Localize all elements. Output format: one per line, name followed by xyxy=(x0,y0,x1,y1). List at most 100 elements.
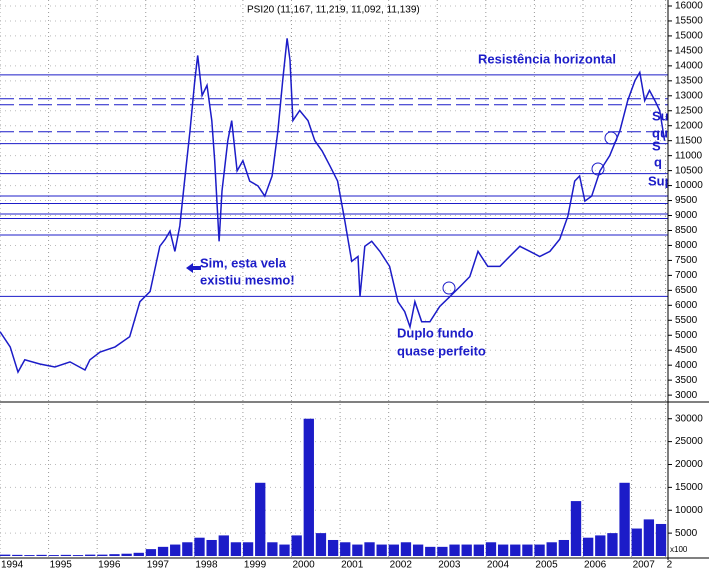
volume-bar xyxy=(218,535,229,556)
volume-bar xyxy=(242,542,254,556)
x-tick-label: 2004 xyxy=(487,560,510,570)
x-tick-label: 2006 xyxy=(584,560,607,570)
volume-bar xyxy=(170,544,181,556)
y-tick-label: 15000 xyxy=(675,31,703,42)
volume-bar xyxy=(36,554,47,556)
volume-bar xyxy=(340,542,351,556)
x-tick-label: 2001 xyxy=(341,560,364,570)
price-line xyxy=(0,38,666,375)
volume-bar xyxy=(655,523,667,556)
y-tick-label: 3000 xyxy=(675,390,698,401)
volume-bar xyxy=(121,553,132,556)
y-tick-label: 10000 xyxy=(675,180,703,191)
y-tick-label: 20000 xyxy=(675,459,703,470)
y-tick-label: 14000 xyxy=(675,60,703,71)
volume-bar xyxy=(437,546,448,556)
y-tick-label: 12500 xyxy=(675,105,703,116)
annotation: Resistência horizontal xyxy=(478,51,616,66)
volume-bar xyxy=(510,544,521,556)
plot-area: Resistência horizontal Sim, esta vela exis… xyxy=(0,0,673,558)
volume-bar xyxy=(194,537,205,556)
smiley xyxy=(442,281,456,295)
volume-bar xyxy=(546,542,557,556)
volume-bar xyxy=(449,544,460,556)
y-tick-label: 11500 xyxy=(675,135,703,146)
volume-bar xyxy=(315,533,327,556)
y-tick-label: 7500 xyxy=(675,255,698,266)
volume-bar xyxy=(327,539,339,556)
y-tick-label: 25000 xyxy=(675,436,703,447)
volume-bar xyxy=(485,542,497,556)
volume-bar xyxy=(497,544,509,556)
y-tick-label: 6000 xyxy=(675,300,698,311)
annotation: Duplo fundo xyxy=(397,325,474,340)
volume-bar xyxy=(534,544,545,556)
volume-bar xyxy=(364,542,375,556)
volume-bar xyxy=(97,554,108,556)
x-tick-label: 2003 xyxy=(438,560,461,570)
y-tick-label: 10500 xyxy=(675,165,703,176)
x-tick-label: 1994 xyxy=(1,560,24,570)
annotation: Su xyxy=(652,108,669,123)
volume-bar xyxy=(12,554,23,556)
y-tick-label: 30000 xyxy=(675,413,703,424)
volume-bar xyxy=(607,533,618,556)
volume-bar xyxy=(24,555,35,556)
volume-bar xyxy=(412,544,424,556)
x-tick-label: 2005 xyxy=(535,560,558,570)
annotation: S xyxy=(652,138,661,153)
volume-bar xyxy=(461,544,472,556)
volume-bar xyxy=(109,554,120,556)
volume-bar xyxy=(157,546,169,556)
volume-bar xyxy=(145,549,157,556)
x-tick-label: 2000 xyxy=(292,560,315,570)
volume-bar xyxy=(352,544,363,556)
volume-bar xyxy=(558,539,570,556)
volume-bar xyxy=(133,552,144,556)
annotation: quase perfeito xyxy=(397,343,486,358)
annotation: Sup xyxy=(648,173,673,188)
volume-bar xyxy=(291,535,302,556)
y-tick-label: 11000 xyxy=(675,150,703,161)
volume-bar xyxy=(425,546,436,556)
y-tick-label: 9500 xyxy=(675,195,698,206)
y-tick-label: 3500 xyxy=(675,375,698,386)
y-tick-label: 13000 xyxy=(675,90,703,101)
volume-unit: x100 xyxy=(670,545,688,554)
y-tick-label: 9000 xyxy=(675,210,698,221)
y-tick-label: 8500 xyxy=(675,225,698,236)
y-tick-label: 15000 xyxy=(675,482,703,493)
volume-bar xyxy=(643,519,655,556)
y-tick-label: 10000 xyxy=(675,505,703,516)
y-tick-label: 15500 xyxy=(675,16,703,27)
x-tick-label: 2 xyxy=(667,560,673,570)
volume-bar xyxy=(582,537,594,556)
volume-bar xyxy=(60,554,72,556)
volume-bar xyxy=(48,555,59,556)
volume-bar xyxy=(267,542,278,556)
smiley xyxy=(604,131,618,145)
volume-bar xyxy=(595,535,606,556)
x-tick-label: 1998 xyxy=(195,560,218,570)
annotation: q xyxy=(654,154,662,169)
annotation: existiu mesmo! xyxy=(200,272,295,287)
y-tick-label: 16000 xyxy=(675,1,703,12)
annotation: Sim, esta vela xyxy=(200,255,287,270)
volume-bar xyxy=(230,542,242,556)
y-tick-label: 5500 xyxy=(675,315,698,326)
volume-bar xyxy=(279,544,290,556)
volume-bar xyxy=(0,554,11,556)
y-tick-label: 14500 xyxy=(675,46,703,57)
chart-title: PSI20 (11,167, 11,219, 11,092, 11,139) xyxy=(247,5,420,16)
y-tick-label: 4500 xyxy=(675,345,698,356)
y-tick-label: 13500 xyxy=(675,75,703,86)
volume-bar xyxy=(631,528,642,556)
arrow xyxy=(186,263,201,273)
x-tick-label: 1997 xyxy=(147,560,170,570)
x-tick-label: 1996 xyxy=(98,560,121,570)
volume-bar xyxy=(303,418,314,556)
y-tick-label: 12000 xyxy=(675,120,703,131)
volume-bar xyxy=(400,542,412,556)
